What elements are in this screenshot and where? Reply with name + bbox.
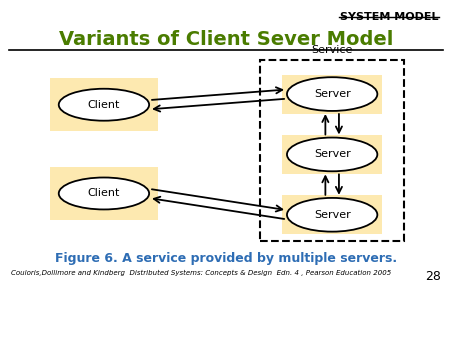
Text: Server: Server: [314, 149, 351, 159]
Ellipse shape: [287, 198, 377, 231]
Bar: [283, 195, 382, 234]
Bar: [283, 75, 382, 114]
Ellipse shape: [59, 89, 149, 121]
Bar: [50, 78, 158, 131]
Text: SYSTEM MODEL: SYSTEM MODEL: [340, 12, 438, 22]
Ellipse shape: [59, 178, 149, 209]
Text: Client: Client: [88, 100, 120, 110]
Text: Variants of Client Sever Model: Variants of Client Sever Model: [59, 30, 393, 49]
Bar: [260, 60, 404, 241]
Bar: [283, 135, 382, 174]
Text: Client: Client: [88, 189, 120, 198]
Text: Service: Service: [311, 45, 353, 55]
Ellipse shape: [287, 137, 377, 171]
Text: Server: Server: [314, 210, 351, 220]
Text: Figure 6. A service provided by multiple servers.: Figure 6. A service provided by multiple…: [55, 252, 397, 265]
Text: Server: Server: [314, 89, 351, 99]
Bar: [50, 167, 158, 220]
Ellipse shape: [287, 77, 377, 111]
Text: Couloris,Dollimore and Kindberg  Distributed Systems: Concepts & Design  Edn. 4 : Couloris,Dollimore and Kindberg Distribu…: [11, 270, 392, 276]
Text: 28: 28: [425, 270, 441, 283]
